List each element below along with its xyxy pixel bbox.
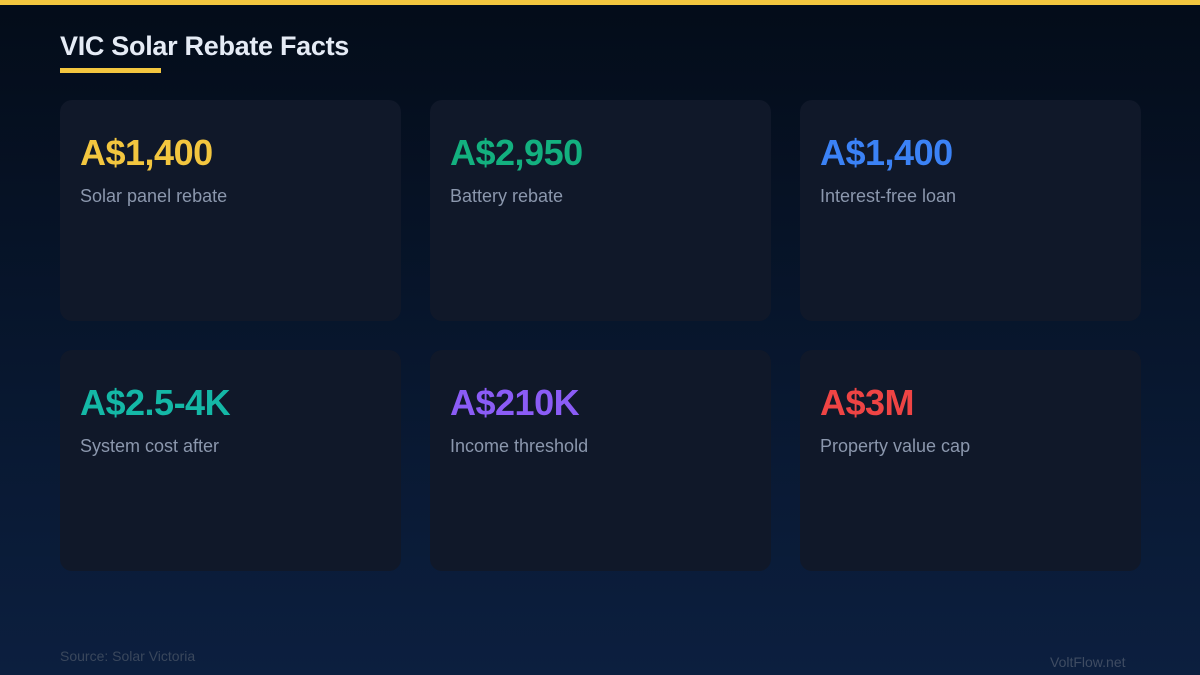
- fact-label: Property value cap: [820, 436, 971, 456]
- title-underline: [60, 68, 161, 73]
- fact-value: A$210K: [450, 382, 580, 423]
- page-title: VIC Solar Rebate Facts: [60, 31, 350, 61]
- fact-label: Income threshold: [450, 436, 589, 456]
- fact-label: Battery rebate: [450, 186, 564, 206]
- fact-value: A$2,950: [450, 132, 583, 173]
- fact-card: A$210K Income threshold: [430, 350, 771, 571]
- fact-card: A$3M Property value cap: [800, 350, 1141, 571]
- source-note: Source: Solar Victoria: [60, 648, 196, 664]
- fact-card: A$2.5-4K System cost after: [60, 350, 401, 571]
- fact-label: System cost after: [80, 436, 220, 456]
- top-accent-bar: [0, 0, 1200, 5]
- fact-card: A$1,400 Solar panel rebate: [60, 100, 401, 321]
- fact-card: A$1,400 Interest-free loan: [800, 100, 1141, 321]
- fact-value: A$1,400: [80, 132, 213, 173]
- fact-card: A$2,950 Battery rebate: [430, 100, 771, 321]
- fact-label: Solar panel rebate: [80, 186, 228, 206]
- fact-value: A$1,400: [820, 132, 953, 173]
- fact-value: A$2.5-4K: [80, 382, 231, 423]
- fact-value: A$3M: [820, 382, 915, 423]
- brand-watermark: VoltFlow.net: [1050, 654, 1126, 670]
- fact-label: Interest-free loan: [820, 186, 957, 206]
